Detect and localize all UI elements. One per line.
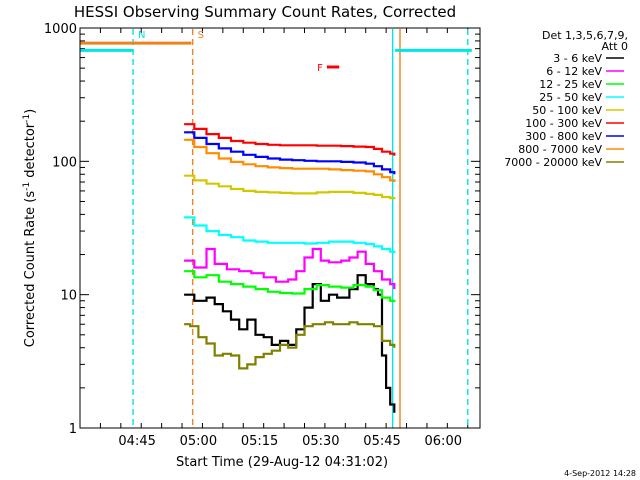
series-line: [184, 174, 396, 200]
series-line: [184, 321, 396, 370]
x-tick-label: 04:45: [118, 434, 155, 449]
series-line: [184, 216, 396, 254]
x-tick-labels: 04:45 05:00 05:15 05:30 05:45 06:00: [118, 434, 462, 449]
y-axis-label-mid: detector: [23, 122, 38, 182]
series-layer: [184, 123, 396, 413]
x-tick-label: 05:00: [180, 434, 217, 449]
tick-marks: [79, 28, 480, 429]
x-tick-label: 05:30: [302, 434, 339, 449]
legend-label: 6 - 12 keV: [546, 65, 602, 78]
legend-label: 12 - 25 keV: [539, 78, 602, 91]
y-axis-label-sup1: -1: [22, 182, 32, 191]
y-axis-label: Corrected Count Rate (s-1 detector-1): [22, 109, 38, 347]
annotation-label: F: [317, 63, 323, 74]
legend-label: 25 - 50 keV: [539, 91, 602, 104]
series-line: [184, 270, 396, 303]
y-tick-label: 1000: [44, 22, 77, 37]
y-tick-label: 10: [60, 289, 77, 304]
legend-header: Det 1,3,5,6,7,9,: [542, 29, 628, 42]
plot-frame: [79, 27, 481, 429]
chart-title: HESSI Observing Summary Count Rates, Cor…: [74, 3, 456, 21]
legend-label: 800 - 7000 keV: [518, 143, 602, 156]
legend-label: 100 - 300 keV: [525, 117, 602, 130]
y-tick-label: 100: [52, 155, 77, 170]
y-axis-label-end: ): [23, 109, 38, 114]
footer-timestamp: 4-Sep-2012 14:28: [564, 469, 636, 478]
y-tick-label: 1: [69, 422, 77, 437]
x-tick-label: 06:00: [425, 434, 462, 449]
y-axis-label-main: Corrected Count Rate (s: [23, 191, 38, 348]
series-line: [184, 247, 396, 290]
legend-label: 300 - 800 keV: [525, 130, 602, 143]
legend-header: Att 0: [602, 40, 628, 53]
series-line: [184, 131, 396, 175]
x-axis-label: Start Time (29-Aug-12 04:31:02): [176, 455, 388, 470]
y-tick-labels: 1 10 100 1000: [44, 22, 77, 437]
y-axis-label-sup2: -1: [22, 114, 32, 123]
annotations-layer: N S F: [80, 29, 472, 428]
x-tick-label: 05:45: [363, 434, 400, 449]
x-tick-label: 05:15: [241, 434, 278, 449]
annotation-label: S: [198, 30, 204, 41]
annotation-label: N: [138, 30, 145, 41]
legend-label: 50 - 100 keV: [532, 104, 602, 117]
legend-label: 3 - 6 keV: [553, 52, 602, 65]
series-line: [184, 123, 396, 156]
series-line: [184, 138, 396, 182]
legend-label: 7000 - 20000 keV: [504, 156, 602, 169]
